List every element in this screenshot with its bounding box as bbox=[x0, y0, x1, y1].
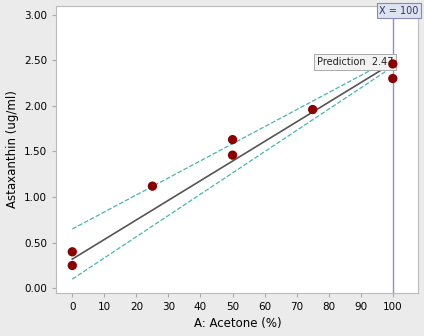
X-axis label: A: Acetone (%): A: Acetone (%) bbox=[193, 318, 281, 330]
Point bbox=[389, 76, 396, 81]
Text: X = 100: X = 100 bbox=[379, 6, 418, 15]
Point bbox=[389, 61, 396, 67]
Point bbox=[69, 263, 75, 268]
Point bbox=[229, 137, 236, 142]
Point bbox=[309, 107, 316, 112]
Point bbox=[229, 153, 236, 158]
Point bbox=[149, 183, 156, 189]
Y-axis label: Astaxanthin (ug/ml): Astaxanthin (ug/ml) bbox=[6, 90, 19, 208]
Point bbox=[69, 249, 75, 254]
Text: Prediction  2.47: Prediction 2.47 bbox=[317, 57, 393, 67]
